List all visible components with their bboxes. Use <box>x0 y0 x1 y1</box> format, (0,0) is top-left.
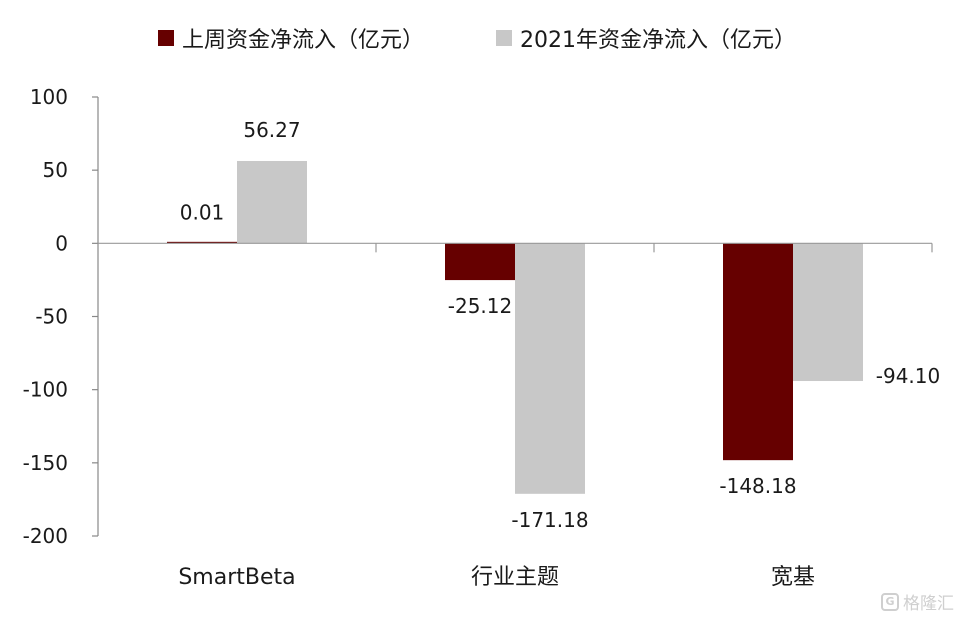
y-tick-label: 100 <box>30 85 68 109</box>
y-tick-labels: 100 50 0 -50 -100 -150 -200 <box>23 85 68 548</box>
watermark: G 格隆汇 <box>881 589 954 614</box>
y-tick-label: -150 <box>23 451 68 475</box>
bar-weekly-1 <box>445 243 515 281</box>
legend-label-weekly: 上周资金净流入（亿元） <box>182 28 424 53</box>
bars <box>167 160 863 494</box>
bar-weekly-2 <box>723 243 793 461</box>
data-label: 56.27 <box>243 118 300 142</box>
y-tick-label: -200 <box>23 524 68 548</box>
legend-swatch-2021 <box>496 30 512 46</box>
bar-2021-0 <box>237 160 307 244</box>
bar-weekly-0 <box>167 241 237 244</box>
watermark-text: 格隆汇 <box>903 594 954 614</box>
data-label: 0.01 <box>180 200 225 224</box>
y-tick-label: 50 <box>43 158 68 182</box>
data-labels: 0.01 56.27 -25.12 -171.18 -148.18 -94.10 <box>180 118 941 532</box>
y-axis <box>92 96 99 537</box>
x-axis-ticks <box>97 243 933 253</box>
category-label: 宽基 <box>771 565 815 590</box>
category-label: SmartBeta <box>178 565 295 590</box>
bar-2021-1 <box>515 243 585 494</box>
y-tick-label: 0 <box>55 231 68 255</box>
legend-swatch-weekly <box>158 30 174 46</box>
watermark-logo-icon: G <box>881 592 899 611</box>
data-label: -148.18 <box>719 474 796 498</box>
data-label: -171.18 <box>511 508 588 532</box>
legend-label-2021: 2021年资金净流入（亿元） <box>520 28 796 53</box>
bar-2021-2 <box>793 243 863 382</box>
y-tick-label: -100 <box>23 378 68 402</box>
y-tick-label: -50 <box>35 305 68 329</box>
data-label: -94.10 <box>876 364 940 388</box>
data-label: -25.12 <box>448 294 512 318</box>
category-labels: SmartBeta 行业主题 宽基 <box>178 565 815 590</box>
legend: 上周资金净流入（亿元） 2021年资金净流入（亿元） <box>158 28 796 53</box>
category-label: 行业主题 <box>471 565 559 590</box>
